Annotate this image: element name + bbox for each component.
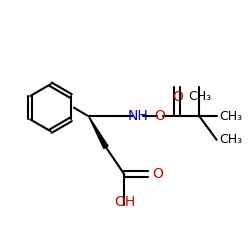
Text: O: O: [172, 90, 183, 104]
Text: CH₃: CH₃: [220, 110, 243, 123]
Polygon shape: [89, 116, 108, 148]
Text: O: O: [152, 168, 163, 181]
Text: CH₃: CH₃: [188, 90, 211, 104]
Text: CH₃: CH₃: [220, 133, 243, 146]
Text: O: O: [154, 109, 166, 123]
Text: OH: OH: [114, 195, 135, 209]
Text: NH: NH: [128, 109, 148, 123]
